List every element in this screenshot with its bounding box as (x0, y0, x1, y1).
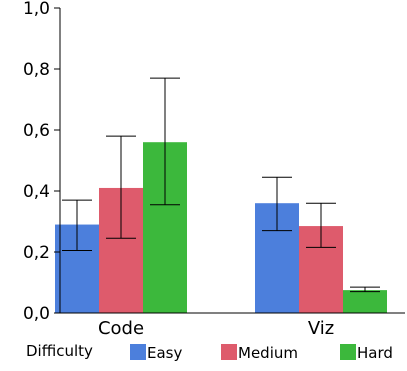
y-tick-label: 0,4 (23, 182, 50, 202)
legend-item-medium: Medium (221, 344, 298, 362)
x-tick-label-code: Code (98, 318, 144, 339)
axes: Code Viz 0,0 0,2 0,4 0,6 0,8 1,0 (23, 0, 405, 339)
y-tick-label: 0,2 (23, 243, 50, 263)
error-bar-code-easy (62, 199, 92, 251)
x-tick-label-viz: Viz (308, 318, 334, 339)
bar-viz-hard (343, 290, 387, 313)
legend-title: Difficulty (26, 342, 93, 360)
y-tick-label: 1,0 (23, 0, 50, 19)
legend: Difficulty Easy Medium Hard (26, 342, 393, 362)
legend-item-hard: Hard (340, 344, 393, 362)
error-bar-code-medium (106, 135, 136, 239)
legend-swatch (130, 344, 146, 360)
legend-item-easy: Easy (130, 344, 182, 362)
legend-label: Easy (147, 344, 182, 362)
error-bar-viz-hard (350, 286, 380, 293)
legend-label: Medium (238, 344, 298, 362)
y-tick-label: 0,6 (23, 121, 50, 141)
legend-swatch (340, 344, 356, 360)
error-bar-viz-medium (306, 202, 336, 248)
error-bar-code-hard (150, 77, 180, 206)
plot-area (55, 77, 387, 313)
error-bar-viz-easy (262, 176, 292, 232)
y-tick-label: 0,8 (23, 60, 50, 80)
y-tick-label: 0,0 (23, 304, 50, 324)
legend-label: Hard (357, 344, 393, 362)
legend-swatch (221, 344, 237, 360)
